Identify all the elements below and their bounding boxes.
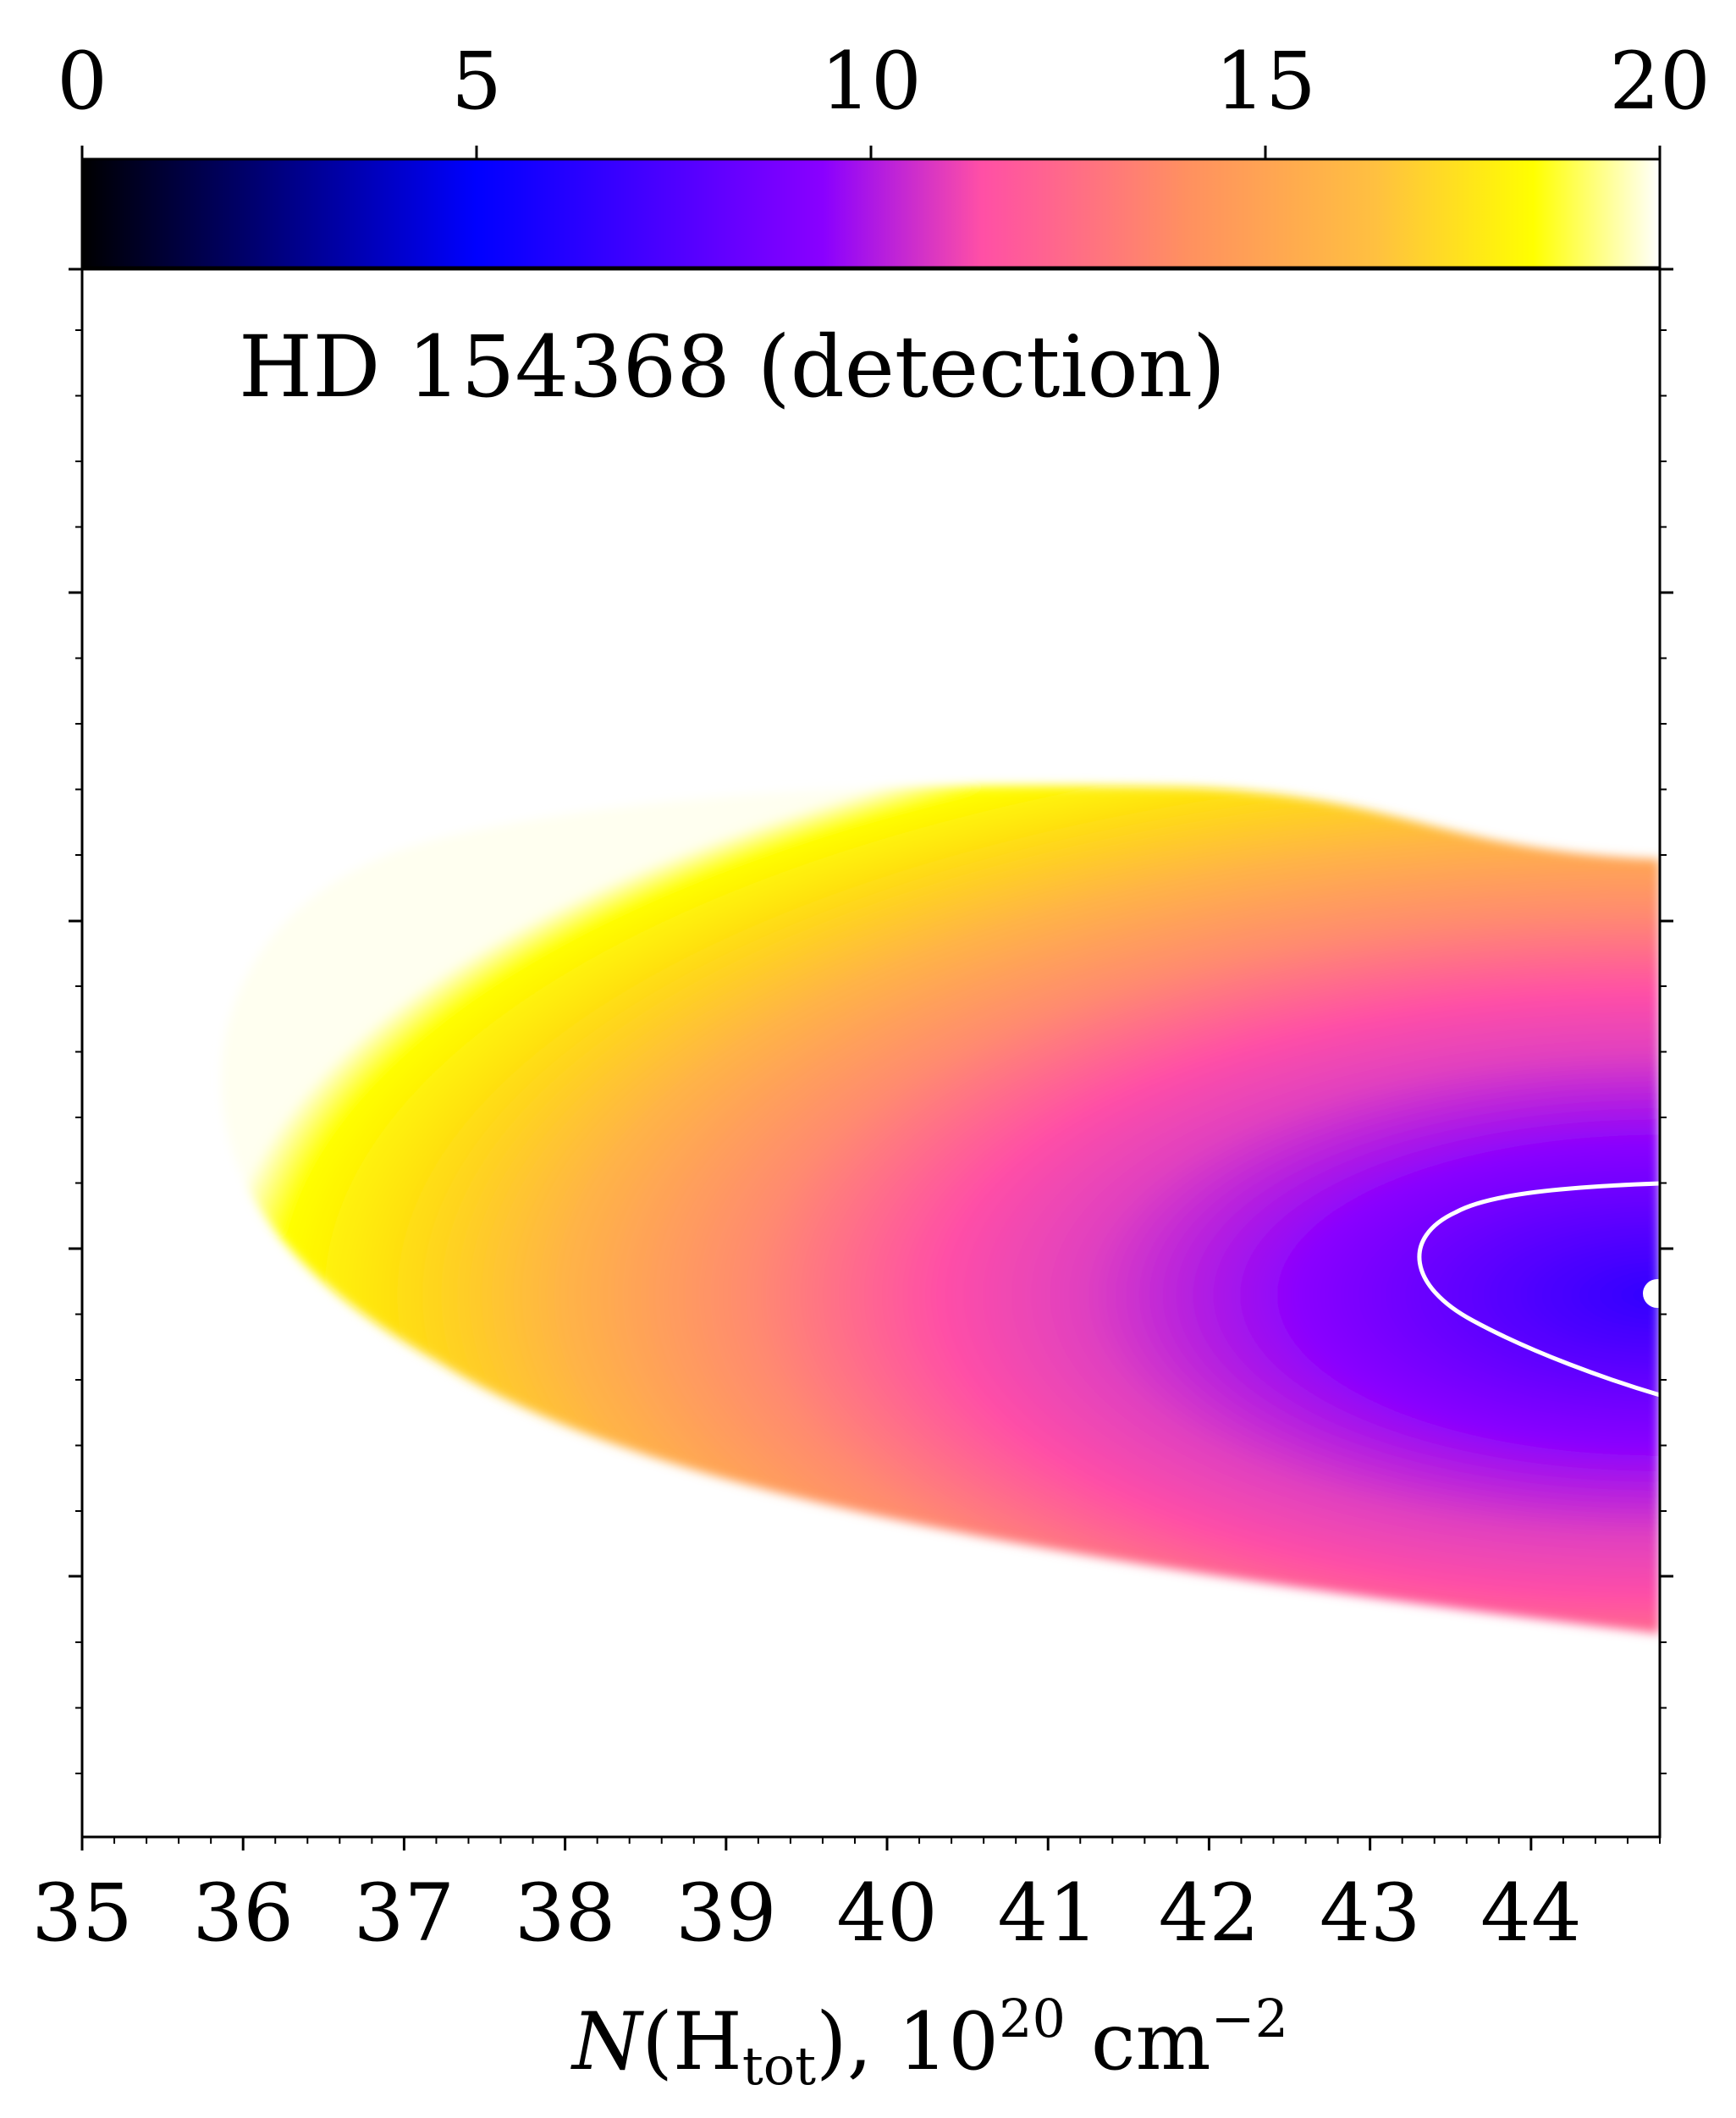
colorbar-tick-label: 20 [1609, 36, 1711, 128]
colorbar-ticks: 0 5 10 15 20 [57, 36, 1711, 159]
plot-area: 35 36 37 38 39 40 41 42 43 44 [31, 268, 1673, 1960]
x-tick-label: 35 [31, 1867, 133, 1960]
x-tick-label: 40 [836, 1867, 938, 1960]
best-fit-marker [1643, 1279, 1660, 1308]
colorbar-tick-label: 0 [57, 36, 107, 128]
y-axis-ticks [69, 268, 1673, 1774]
x-tick-label: 44 [1480, 1867, 1582, 1960]
x-tick-label: 39 [675, 1867, 777, 1960]
colorbar-tick-label: 5 [451, 36, 502, 128]
heatmap-region [221, 786, 1660, 1634]
x-tick-label: 37 [354, 1867, 455, 1960]
x-tick-label: 42 [1159, 1867, 1260, 1960]
figure-annotation: HD 154368 (detection) [239, 317, 1226, 416]
colorbar-tick-label: 10 [820, 36, 922, 128]
colorbar-tick-label: 15 [1215, 36, 1316, 128]
x-tick-label: 38 [515, 1867, 616, 1960]
confidence-contour [1417, 1181, 1660, 1398]
x-tick-label: 41 [997, 1867, 1099, 1960]
colorbar-gradient [80, 157, 1662, 269]
x-tick-label: 43 [1320, 1867, 1421, 1960]
x-tick-label: 36 [192, 1867, 294, 1960]
colorbar: 0 5 10 15 20 [57, 36, 1711, 269]
plot-frame [80, 268, 1662, 1839]
x-axis-ticks: 35 36 37 38 39 40 41 42 43 44 [31, 1837, 1661, 1960]
x-axis-label: N(Htot), 1020 cm−2 [570, 1988, 1288, 2097]
